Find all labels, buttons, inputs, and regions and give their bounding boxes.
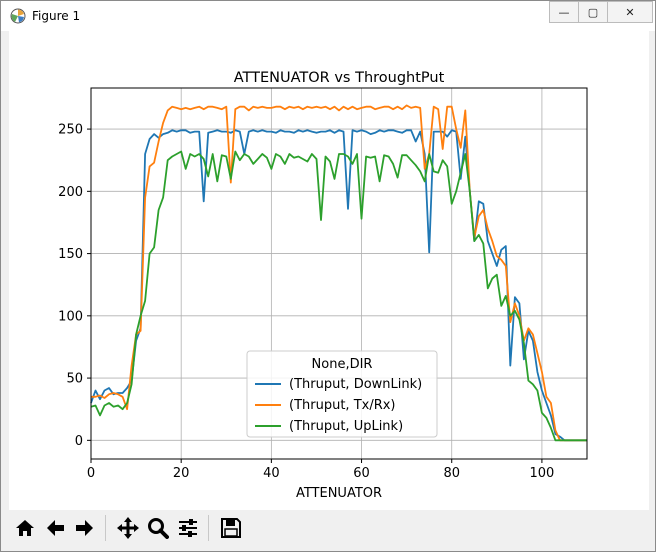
save-icon (221, 518, 241, 538)
legend-title: None,DIR (312, 357, 373, 372)
forward-button[interactable] (71, 514, 99, 542)
maximize-icon: ▢ (587, 5, 599, 19)
toolbar-separator (208, 515, 209, 541)
close-icon: ✕ (625, 5, 635, 19)
y-tick-label: 0 (75, 434, 83, 449)
minimize-button[interactable]: — (549, 1, 579, 23)
ticks: 0 20 40 60 80 100 0 50 100 150 200 250 (58, 123, 554, 481)
minimize-icon: — (558, 5, 570, 19)
legend-box (246, 350, 438, 438)
zoom-button[interactable] (144, 514, 172, 542)
grid (90, 88, 587, 459)
home-icon (16, 520, 34, 536)
pan-button[interactable] (114, 514, 142, 542)
plot-canvas[interactable]: 0 20 40 60 80 100 0 50 100 150 200 250 ATTENUATOR v… (9, 31, 649, 510)
maximize-button[interactable]: ▢ (578, 1, 608, 23)
series-line (90, 150, 587, 442)
legend: None,DIR (Thruput, DownLink) (Thruput, Tx… (246, 350, 438, 438)
x-tick-label: 0 (87, 466, 95, 481)
chart-title: ATTENUATOR vs ThroughtPut (234, 70, 445, 86)
close-button[interactable]: ✕ (607, 1, 653, 23)
legend-label: (Thruput, DownLink) (289, 377, 422, 392)
back-arrow-icon (47, 520, 64, 536)
x-tick-label: 80 (443, 466, 460, 481)
x-tick-label: 20 (173, 466, 190, 481)
y-tick-label: 250 (58, 123, 83, 138)
line-chart: 0 20 40 60 80 100 0 50 100 150 200 250 ATTENUATOR v… (58, 70, 588, 501)
legend-label: (Thruput, Tx/Rx) (289, 398, 396, 413)
axes-frame (90, 87, 588, 460)
toolbar-separator (105, 515, 106, 541)
home-button[interactable] (11, 514, 39, 542)
matplotlib-logo-icon (10, 8, 26, 24)
legend-label: (Thruput, UpLink) (289, 419, 403, 434)
y-tick-label: 50 (66, 372, 83, 387)
forward-arrow-icon (76, 520, 93, 536)
x-axis-label: ATTENUATOR (296, 486, 382, 501)
y-tick-label: 100 (58, 309, 83, 324)
back-button[interactable] (41, 514, 69, 542)
x-tick-label: 100 (529, 466, 554, 481)
series-line (90, 129, 587, 442)
y-tick-label: 200 (58, 185, 83, 200)
pan-icon (117, 517, 139, 539)
y-tick-label: 150 (58, 247, 83, 262)
title-bar[interactable]: Figure 1 — ▢ ✕ (1, 1, 655, 31)
navigation-toolbar (9, 511, 649, 545)
series-lines (90, 104, 587, 442)
save-button[interactable] (217, 514, 245, 542)
zoom-icon (148, 518, 169, 539)
legend-entries: (Thruput, DownLink) (Thruput, Tx/Rx) (Thru… (255, 377, 422, 434)
configure-subplots-button[interactable] (174, 514, 202, 542)
window-title: Figure 1 (32, 9, 81, 23)
series-line (91, 104, 587, 442)
x-tick-label: 60 (353, 466, 370, 481)
x-tick-label: 40 (263, 466, 280, 481)
configure-subplots-icon (179, 519, 197, 537)
window-controls: — ▢ ✕ (549, 1, 653, 23)
